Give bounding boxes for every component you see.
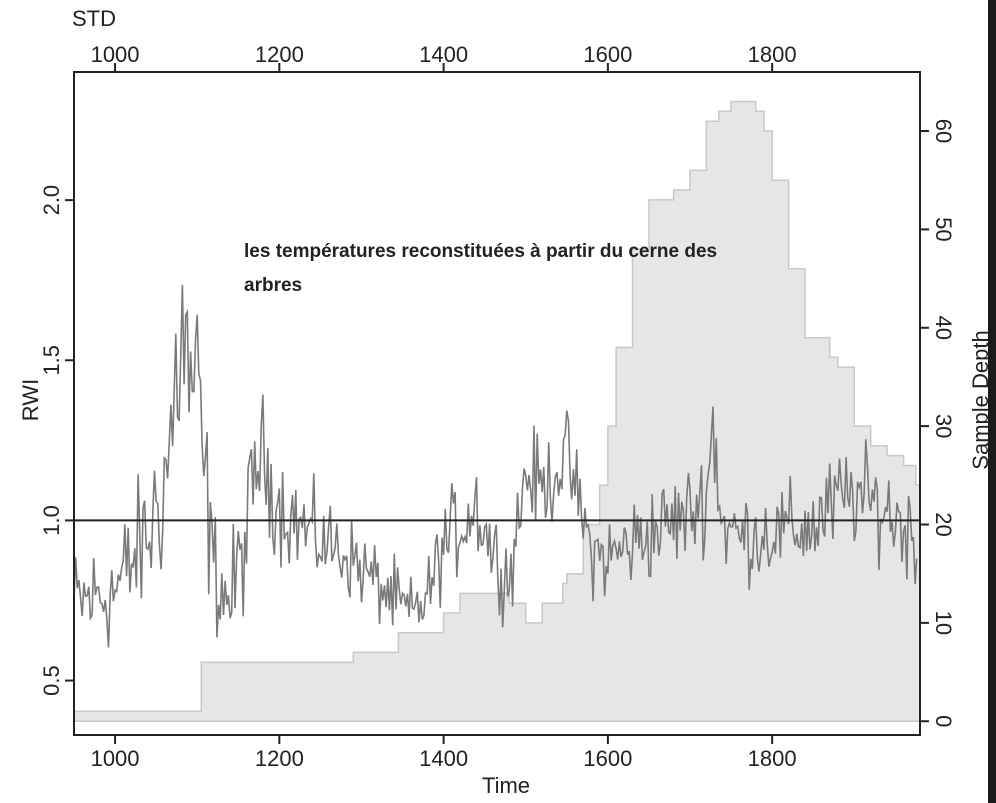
y2-tick-label: 40 xyxy=(931,316,956,340)
x-tick-label: 1000 xyxy=(91,746,140,771)
sample-depth-area-path xyxy=(73,100,921,722)
top-tick-label: 1400 xyxy=(419,42,468,67)
window-edge xyxy=(988,0,996,803)
y2-tick-label: 10 xyxy=(931,611,956,635)
y2-tick-label: 60 xyxy=(931,119,956,143)
y-tick-label: 0.5 xyxy=(39,665,64,696)
x-tick-label: 1200 xyxy=(255,746,304,771)
x-tick-label: 1800 xyxy=(748,746,797,771)
x-axis-title: Time xyxy=(482,773,530,798)
top-tick-label: 1000 xyxy=(91,42,140,67)
y-tick-label: 1.0 xyxy=(39,505,64,536)
x-tick-label: 1400 xyxy=(419,746,468,771)
annotation-line-1: les températures reconstituées à partir … xyxy=(244,241,717,262)
rwi-series-line xyxy=(73,284,918,648)
x-tick-label: 1600 xyxy=(583,746,632,771)
top-tick-label: 1200 xyxy=(255,42,304,67)
y-axis-title: RWI xyxy=(18,379,43,421)
axis-ticks: 1000 1200 1400 1600 1800 1000 1200 1400 1600 1800… xyxy=(39,42,956,771)
plot-frame xyxy=(73,71,921,736)
top-tick-label: 1800 xyxy=(748,42,797,67)
y-tick-label: 2.0 xyxy=(39,185,64,216)
top-tick-label: 1600 xyxy=(583,42,632,67)
y2-tick-label: 20 xyxy=(931,512,956,536)
annotation-line-2: arbres xyxy=(244,275,302,296)
y2-tick-label: 0 xyxy=(931,715,956,727)
sample-depth-area xyxy=(73,100,921,722)
top-axis-label: STD xyxy=(72,6,116,31)
rwi-series xyxy=(73,284,918,648)
y2-tick-label: 30 xyxy=(931,414,956,438)
y-tick-label: 1.5 xyxy=(39,345,64,376)
y2-tick-label: 50 xyxy=(931,217,956,241)
